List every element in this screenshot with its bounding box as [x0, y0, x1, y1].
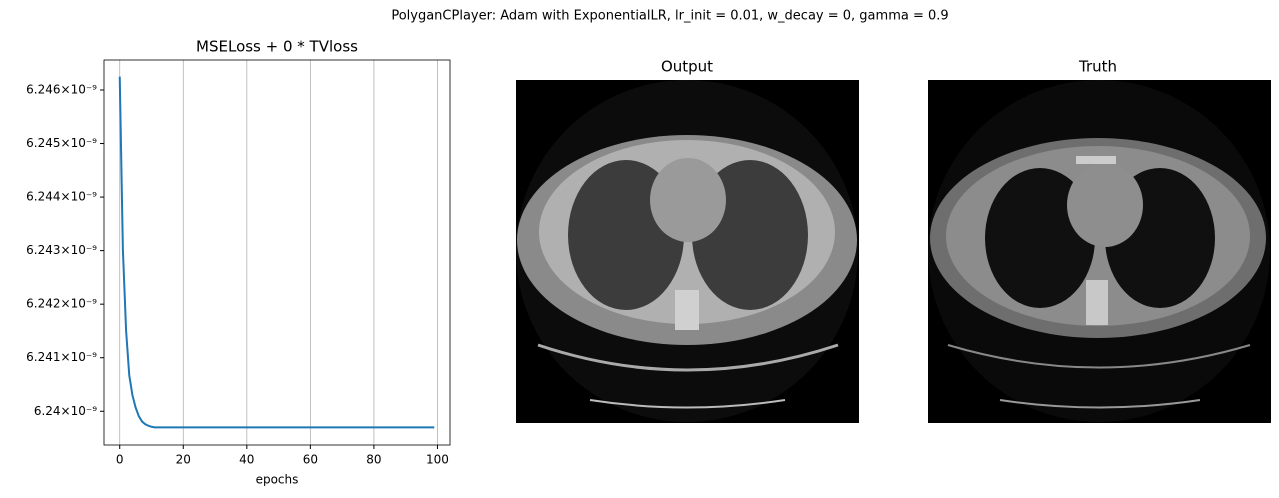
- y-tick-label: 6.241×10⁻⁹: [26, 350, 97, 364]
- suptitle: PolyganCPlayer: Adam with ExponentialLR,…: [391, 9, 948, 24]
- x-axis-label: epochs: [256, 473, 299, 487]
- chart-title: MSELoss + 0 * TVloss: [196, 38, 358, 56]
- truth-image: [928, 80, 1271, 423]
- y-tick-label: 6.24×10⁻⁹: [34, 404, 97, 418]
- y-tick-label: 6.244×10⁻⁹: [26, 190, 97, 204]
- y-tick-label: 6.246×10⁻⁹: [26, 82, 97, 96]
- panel-title: Truth: [1078, 58, 1117, 76]
- x-tick-label: 100: [426, 453, 449, 467]
- x-tick-label: 60: [303, 453, 318, 467]
- y-tick-label: 6.245×10⁻⁹: [26, 136, 97, 150]
- output-image: [516, 80, 859, 423]
- panel-title: Output: [661, 58, 713, 76]
- axes-frame: [103, 59, 451, 446]
- x-tick-label: 80: [366, 453, 381, 467]
- line: [118, 76, 435, 429]
- x-tick-label: 40: [239, 453, 254, 467]
- x-tick-label: 0: [116, 453, 124, 467]
- x-tick-label: 20: [176, 453, 191, 467]
- y-tick-label: 6.243×10⁻⁹: [26, 243, 97, 257]
- y-tick-label: 6.242×10⁻⁹: [26, 297, 97, 311]
